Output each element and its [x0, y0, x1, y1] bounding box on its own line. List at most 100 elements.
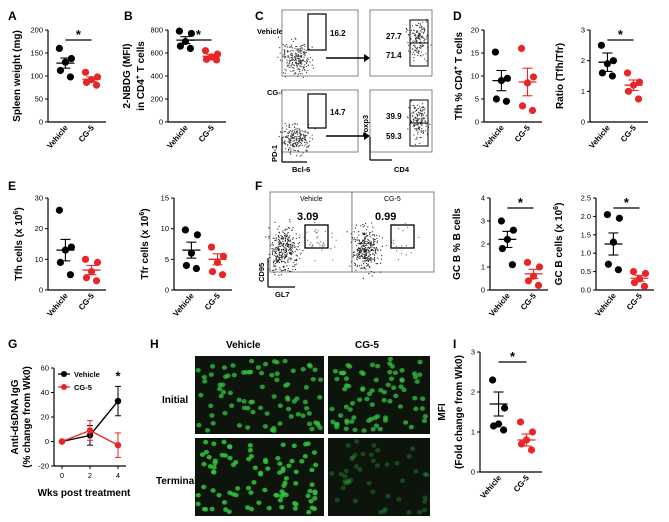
flow-event — [373, 246, 375, 249]
flow-event — [299, 61, 301, 63]
data-point-cg5 — [208, 268, 217, 276]
flow-event — [309, 140, 311, 143]
flow-event — [417, 31, 419, 33]
flow-event — [280, 235, 282, 237]
flow-event — [397, 258, 400, 261]
flow-event — [288, 246, 290, 248]
stained-cell — [370, 426, 376, 432]
flow-event — [268, 227, 270, 229]
flow-event — [284, 140, 286, 142]
stained-cell — [361, 428, 367, 433]
flow-event — [289, 142, 291, 144]
stained-cell — [221, 439, 227, 445]
data-point-vehicle — [193, 231, 201, 239]
flow-event — [298, 146, 300, 148]
panel-letter-g: G — [8, 337, 17, 351]
flow-event — [284, 244, 286, 247]
flow-event — [286, 46, 289, 48]
flow-event — [295, 38, 297, 40]
flow-event — [375, 248, 377, 250]
stained-cell — [413, 406, 419, 412]
stained-cell — [262, 361, 269, 367]
stained-cell — [248, 490, 254, 495]
x-category-label: Vehicle — [593, 291, 618, 318]
flow-event — [287, 267, 289, 270]
stained-cell — [219, 452, 225, 458]
flow-event — [273, 248, 275, 250]
data-point-vehicle — [501, 404, 509, 412]
flow-event — [298, 140, 300, 143]
flow-event — [351, 237, 353, 239]
stained-cell — [203, 439, 209, 445]
flow-event — [354, 263, 357, 265]
stained-cell — [422, 472, 428, 477]
flow-event — [271, 252, 274, 254]
flow-event — [314, 219, 316, 221]
stained-cell — [381, 397, 387, 403]
flow-event — [420, 37, 422, 39]
flow-event — [298, 62, 300, 64]
flow-event — [296, 53, 298, 55]
flow-event — [415, 138, 417, 140]
flow-event — [286, 242, 288, 244]
flow-event — [365, 251, 367, 253]
data-point-vehicle — [597, 41, 606, 49]
flow-event — [414, 143, 417, 146]
data-point-vehicle — [176, 42, 184, 50]
flow-event — [303, 141, 306, 143]
stained-cell — [398, 384, 404, 389]
flow-event — [278, 135, 280, 138]
stained-cell — [387, 369, 393, 375]
flow-event — [291, 138, 293, 140]
flow-event — [272, 249, 274, 251]
flow-event — [295, 54, 297, 56]
flow-event — [278, 253, 280, 256]
flow-event — [407, 29, 409, 31]
flow-event — [420, 124, 423, 126]
stained-cell — [391, 385, 397, 390]
flow-event — [369, 250, 371, 252]
flow-event — [290, 241, 292, 243]
flow-event — [311, 46, 313, 48]
flow-event — [288, 64, 290, 66]
panel-letter-d: D — [453, 9, 462, 23]
flow-event — [362, 255, 364, 258]
flow-f-vehicle-label: Vehicle — [300, 196, 323, 203]
y-axis-title: Tfr cells (x 106) — [139, 208, 151, 279]
flow-event — [421, 45, 423, 47]
stained-cell — [366, 418, 372, 423]
flow-event — [364, 244, 367, 247]
flow-event — [303, 131, 305, 133]
flow-event — [292, 252, 294, 254]
flow-event — [422, 54, 424, 56]
flow-event — [364, 239, 366, 241]
flow-event — [422, 130, 424, 132]
data-point-cg5 — [641, 269, 650, 278]
y-tick-label: 15 — [471, 49, 479, 58]
stained-cell — [306, 411, 312, 416]
flow-event — [288, 257, 290, 259]
flow-event — [292, 57, 294, 59]
stained-cell — [306, 421, 313, 427]
flow-event — [423, 30, 426, 32]
flow-event — [362, 232, 364, 234]
flow-event — [282, 252, 284, 254]
flow-event — [286, 252, 288, 254]
flow-event — [294, 56, 296, 58]
flow-c-axis-bcl6: Bcl-6 — [292, 165, 310, 174]
flow-event — [367, 226, 369, 228]
y-tick-label: 0.5 — [581, 267, 591, 276]
flow-event — [288, 251, 290, 254]
flow-event — [363, 239, 365, 241]
stained-cell — [250, 409, 256, 415]
flow-event — [283, 261, 286, 263]
y-axis-title: MFI — [437, 403, 448, 420]
flow-event — [420, 119, 422, 121]
flow-event — [269, 268, 271, 271]
stained-cell — [241, 399, 247, 404]
x-category-label: CG-5 — [203, 291, 223, 312]
flow-event — [291, 55, 293, 57]
flow-event — [423, 40, 425, 42]
stained-cell — [309, 426, 315, 432]
flow-event — [381, 255, 383, 257]
